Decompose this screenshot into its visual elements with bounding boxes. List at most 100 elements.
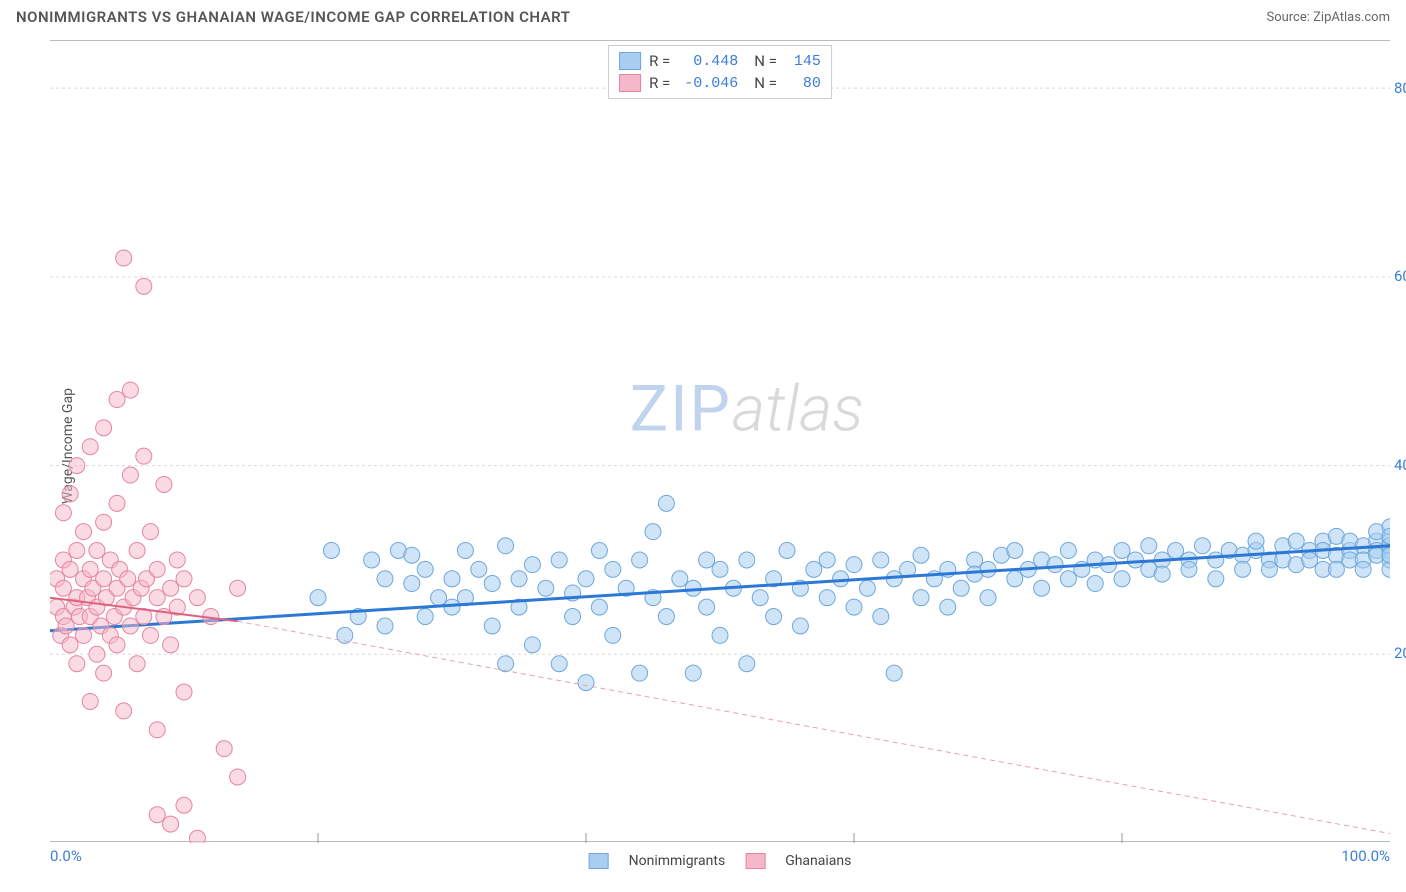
legend-n-value: 80	[785, 75, 821, 92]
scatter-point	[136, 448, 152, 464]
y-tick-label: 60.0%	[1394, 267, 1406, 285]
scatter-point	[1114, 571, 1130, 587]
scatter-point	[62, 637, 78, 653]
scatter-point	[1355, 561, 1371, 577]
scatter-point	[752, 590, 768, 606]
scatter-point	[498, 656, 514, 672]
trend-line	[50, 546, 1390, 631]
scatter-point	[176, 571, 192, 587]
scatter-point	[846, 557, 862, 573]
scatter-point	[1047, 557, 1063, 573]
scatter-point	[913, 547, 929, 563]
scatter-point	[116, 703, 132, 719]
scatter-point	[109, 637, 125, 653]
scatter-point	[444, 599, 460, 615]
scatter-point	[156, 476, 172, 492]
scatter-point	[444, 571, 460, 587]
scatter-point	[511, 571, 527, 587]
scatter-point	[216, 741, 232, 757]
scatter-point	[1141, 538, 1157, 554]
scatter-point	[149, 722, 165, 738]
scatter-point	[1208, 552, 1224, 568]
scatter-point	[76, 627, 92, 643]
legend-top-row: R = -0.046 N = 80	[619, 72, 821, 94]
source-label: Source: ZipAtlas.com	[1266, 10, 1390, 25]
scatter-point	[779, 543, 795, 559]
scatter-point	[82, 439, 98, 455]
scatter-point	[96, 420, 112, 436]
scatter-point	[591, 543, 607, 559]
scatter-point	[377, 571, 393, 587]
scatter-point	[471, 561, 487, 577]
y-tick-label: 40.0%	[1394, 456, 1406, 474]
scatter-point	[1208, 571, 1224, 587]
scatter-point	[685, 665, 701, 681]
scatter-point	[484, 618, 500, 634]
scatter-point	[1034, 580, 1050, 596]
legend-label: Nonimmigrants	[629, 853, 726, 869]
scatter-point	[310, 590, 326, 606]
scatter-point	[129, 543, 145, 559]
scatter-point	[766, 609, 782, 625]
scatter-point	[524, 637, 540, 653]
scatter-point	[578, 675, 594, 691]
scatter-point	[1261, 561, 1277, 577]
legend-label: Ghanaians	[785, 853, 851, 869]
scatter-point	[1087, 576, 1103, 592]
scatter-point	[76, 524, 92, 540]
scatter-point	[1248, 533, 1264, 549]
scatter-point	[1127, 552, 1143, 568]
legend-r-label: R =	[649, 52, 670, 70]
scatter-plot	[50, 41, 1390, 843]
scatter-point	[658, 609, 674, 625]
scatter-point	[69, 656, 85, 672]
y-tick-label: 80.0%	[1394, 79, 1406, 97]
legend-swatch	[619, 74, 641, 92]
legend-n-label: N =	[754, 52, 777, 70]
scatter-point	[967, 552, 983, 568]
scatter-point	[82, 693, 98, 709]
scatter-point	[62, 486, 78, 502]
scatter-point	[672, 571, 688, 587]
y-tick-label: 20.0%	[1394, 644, 1406, 662]
scatter-point	[538, 580, 554, 596]
x-tick-label: 100.0%	[1341, 847, 1390, 865]
scatter-point	[1194, 538, 1210, 554]
scatter-point	[605, 561, 621, 577]
scatter-point	[189, 590, 205, 606]
scatter-point	[417, 561, 433, 577]
scatter-point	[89, 543, 105, 559]
scatter-point	[176, 684, 192, 700]
legend-r-label: R =	[649, 74, 670, 92]
scatter-point	[565, 609, 581, 625]
legend-swatch	[619, 52, 641, 70]
scatter-point	[1168, 543, 1184, 559]
scatter-point	[873, 609, 889, 625]
legend-r-value: 0.448	[678, 53, 738, 70]
legend-bottom: Nonimmigrants Ghanaians	[589, 853, 852, 869]
scatter-point	[143, 627, 159, 643]
scatter-point	[58, 618, 74, 634]
scatter-point	[551, 552, 567, 568]
scatter-point	[859, 580, 875, 596]
scatter-point	[377, 618, 393, 634]
scatter-point	[431, 590, 447, 606]
scatter-point	[169, 552, 185, 568]
scatter-point	[484, 576, 500, 592]
scatter-point	[1328, 561, 1344, 577]
scatter-point	[404, 547, 420, 563]
legend-top: R = 0.448 N = 145 R = -0.046 N = 80	[608, 45, 832, 99]
scatter-point	[792, 618, 808, 634]
legend-swatch	[745, 853, 765, 869]
scatter-point	[149, 561, 165, 577]
legend-r-value: -0.046	[678, 75, 738, 92]
scatter-point	[846, 599, 862, 615]
scatter-point	[129, 656, 145, 672]
scatter-point	[404, 576, 420, 592]
scatter-point	[712, 561, 728, 577]
scatter-point	[69, 458, 85, 474]
scatter-point	[417, 609, 433, 625]
scatter-point	[699, 552, 715, 568]
scatter-point	[551, 656, 567, 672]
scatter-point	[457, 543, 473, 559]
